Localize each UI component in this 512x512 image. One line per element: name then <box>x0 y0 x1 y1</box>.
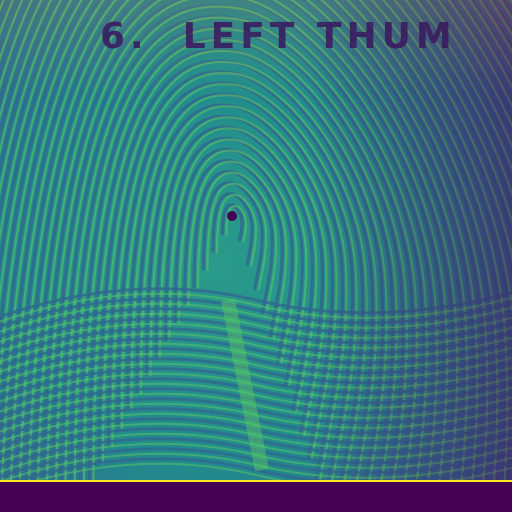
card-label: 6. LEFT THUM <box>100 16 512 57</box>
bottom-strip <box>0 480 512 512</box>
finger-name: LEFT THUM <box>182 16 457 57</box>
finger-number: 6. <box>100 16 149 57</box>
core-point-marker <box>227 211 237 221</box>
